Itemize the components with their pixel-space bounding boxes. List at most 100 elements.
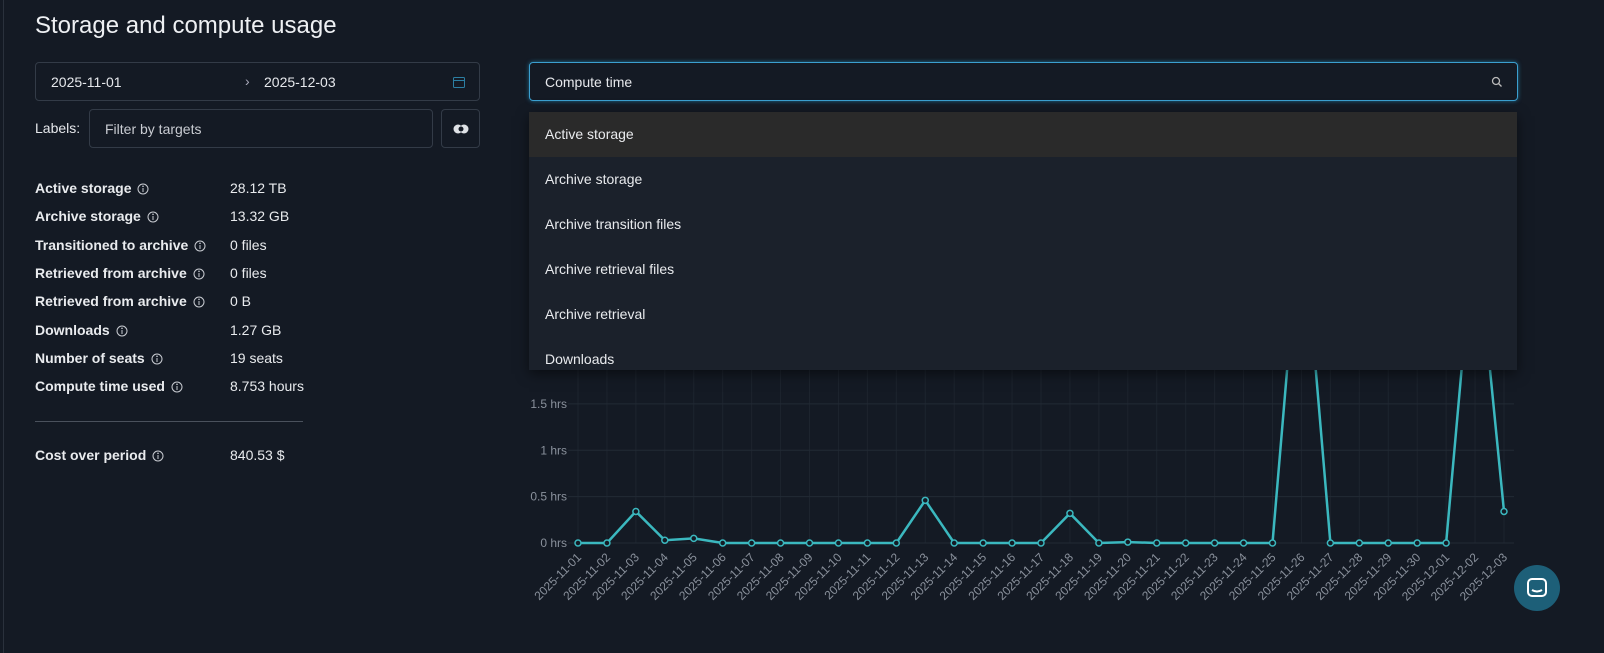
info-ring xyxy=(193,296,205,308)
stat-value: 19 seats xyxy=(230,349,283,366)
info-dot xyxy=(155,355,158,357)
stat-label: Compute time used xyxy=(35,378,165,395)
info-icon xyxy=(147,211,159,223)
data-point xyxy=(805,539,814,547)
stat-value: 8.753 hours xyxy=(230,378,304,395)
info-icon xyxy=(116,325,128,336)
stat-value: 840.53 $ xyxy=(230,447,285,463)
data-point xyxy=(921,496,929,505)
data-point xyxy=(776,539,785,547)
info-icon xyxy=(194,240,206,252)
data-point xyxy=(1442,539,1450,547)
data-point xyxy=(863,539,872,547)
info-dot xyxy=(197,298,200,301)
info-icon xyxy=(151,353,163,365)
y-tick-label: 1 hrs xyxy=(540,443,567,457)
data-point xyxy=(1008,539,1016,547)
info-dot xyxy=(142,185,145,188)
stat-label: Number of seats xyxy=(35,349,145,366)
stat-label: Archive storage xyxy=(35,208,141,225)
option[interactable]: Active storage xyxy=(529,112,1517,157)
start-date[interactable]: 2025-11-01 xyxy=(51,74,122,90)
data-point xyxy=(574,539,582,547)
data-point xyxy=(1326,539,1335,547)
data-point xyxy=(1500,507,1508,516)
date-range[interactable]: 2025-11-01 › 2025-12-03 xyxy=(35,62,480,101)
info-icon xyxy=(193,296,205,308)
y-tick-label: 0.5 hrs xyxy=(530,490,567,504)
y-tick-label: 1.5 hrs xyxy=(530,397,567,411)
stat-label: Active storage xyxy=(35,180,132,196)
toggle-icon xyxy=(453,124,469,134)
data-point xyxy=(1384,539,1392,547)
info-dot xyxy=(152,213,154,216)
info-dot xyxy=(157,452,160,455)
info-icon xyxy=(193,268,205,280)
stat-label: Downloads xyxy=(35,321,110,338)
placeholder: Filter by targets xyxy=(105,121,202,137)
option[interactable]: Archive retrieval xyxy=(545,306,646,322)
stat-value: 0 B xyxy=(230,293,252,310)
end-date[interactable]: 2025-12-03 xyxy=(264,74,336,90)
info-ring xyxy=(194,240,206,252)
option[interactable]: Archive storage xyxy=(545,171,643,187)
info-dot xyxy=(120,327,123,329)
data-point xyxy=(747,539,756,547)
data-point xyxy=(1210,539,1219,547)
data-point xyxy=(950,539,958,547)
option[interactable]: Archive transition files xyxy=(545,216,682,232)
data-point xyxy=(1066,509,1074,518)
labels-input[interactable]: Filter by targets xyxy=(89,109,433,148)
dropdown: Active storage Archive storage Archive tra… xyxy=(529,112,1517,370)
stat-value: 0 files xyxy=(230,264,267,281)
data-point xyxy=(1268,539,1277,547)
info-icon xyxy=(137,183,149,195)
data-point xyxy=(1181,539,1190,547)
option[interactable]: Downloads xyxy=(545,351,615,367)
info-ring xyxy=(151,353,163,365)
stat-label: Cost over period xyxy=(35,447,147,463)
calendar-icon[interactable] xyxy=(452,75,466,89)
stat-label: Retrieved from archive xyxy=(35,293,187,310)
info-ring xyxy=(147,211,159,223)
data-point xyxy=(1124,538,1132,546)
info-ring xyxy=(116,325,128,336)
data-point xyxy=(892,539,901,547)
data-point xyxy=(834,539,843,547)
selected-metric: Compute time xyxy=(545,74,633,90)
data-point xyxy=(632,507,640,516)
option[interactable]: Archive retrieval files xyxy=(545,261,675,277)
info-ring xyxy=(171,381,183,393)
edge xyxy=(3,0,4,653)
stat-label: Retrieved from archive xyxy=(35,264,187,281)
info-icon xyxy=(171,381,183,393)
info-dot xyxy=(197,270,200,272)
stat-value: 28.12 TB xyxy=(230,180,287,196)
stat-value: 13.32 GB xyxy=(230,208,290,225)
divider xyxy=(35,421,303,422)
toggle-button[interactable] xyxy=(441,109,480,148)
search-icon xyxy=(1491,76,1502,87)
labels-label: Labels: xyxy=(35,120,81,136)
separator: › xyxy=(245,73,250,89)
stat-label: Transitioned to archive xyxy=(35,236,189,253)
stat-value: 1.27 GB xyxy=(230,321,282,338)
data-point xyxy=(1239,539,1248,547)
info-ring xyxy=(193,268,205,280)
chat-button[interactable] xyxy=(1513,564,1561,612)
info-dot xyxy=(176,383,178,386)
data-point xyxy=(1413,539,1421,547)
page-title: Storage and compute usage xyxy=(35,12,337,39)
stat-value: 0 files xyxy=(230,236,267,253)
data-point xyxy=(661,536,669,544)
data-point xyxy=(979,539,987,547)
info-ring xyxy=(137,183,149,195)
y-tick-label: 0 hrs xyxy=(540,536,567,550)
data-point xyxy=(690,534,698,543)
info-dot xyxy=(199,242,202,244)
metric-select[interactable]: Compute time xyxy=(529,62,1518,101)
info-icon xyxy=(152,450,164,462)
info-ring xyxy=(152,450,164,462)
data-point xyxy=(1095,539,1103,547)
